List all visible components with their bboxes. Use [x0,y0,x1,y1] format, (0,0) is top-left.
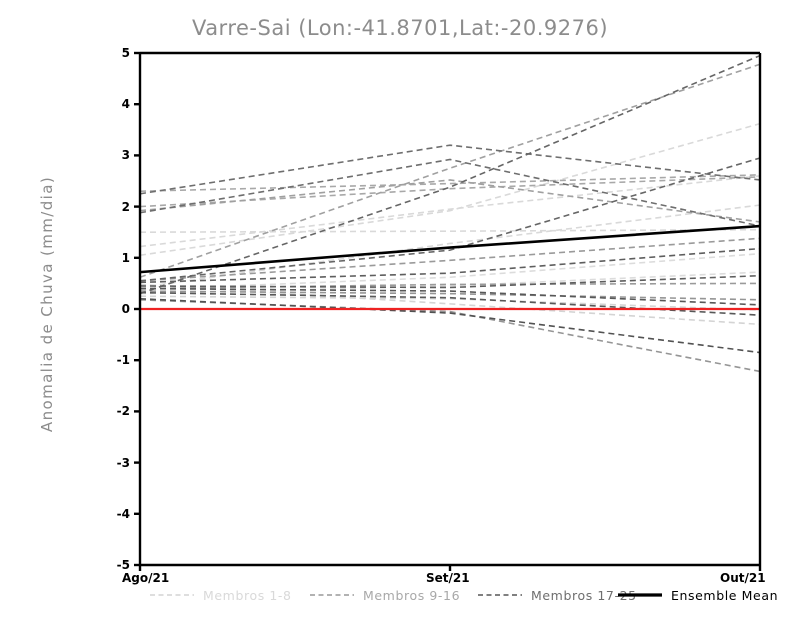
y-axis-tick-label: 1 [121,250,130,265]
series-line [139,297,761,354]
series-line [139,158,761,227]
series-line [139,298,761,373]
series-line [139,174,761,193]
series-line [139,179,761,223]
legend-line-icon [310,590,354,600]
y-axis-tick-label: -4 [116,506,130,521]
legend-line-icon [150,590,194,600]
y-axis-tick-label: 3 [121,148,130,163]
y-axis-tick-label: -2 [116,404,130,419]
x-axis-tick-label: Ago/21 [122,571,170,585]
legend-label: Membros 1-8 [203,587,292,603]
series-line [139,274,761,289]
series-line [139,144,761,195]
series-line [139,228,761,233]
legend-line-icon [478,590,522,600]
series-line [139,157,761,282]
y-axis-tick-label: 2 [121,199,130,214]
chart-legend: Membros 1-8 Membros 9-16 Membros 17-25 Ense… [0,584,800,606]
legend-item[interactable]: Membros 9-16 [310,584,460,606]
series-line [139,224,761,274]
series-line [139,54,761,295]
y-axis-tick-label: -5 [116,558,130,572]
series-line [139,283,761,326]
series-line [139,122,761,257]
series-line [139,252,761,291]
series-line [139,290,761,301]
x-axis-tick-label: Out/21 [720,571,766,585]
series-line [139,287,761,306]
legend-item[interactable]: Membros 17-25 [478,584,637,606]
legend-line-icon [618,590,662,600]
series-line [139,204,761,289]
series-line [139,175,761,248]
series-line [139,63,761,279]
series-line [139,291,761,316]
x-axis-tick-label: Set/21 [426,571,470,585]
legend-item[interactable]: Membros 1-8 [150,584,292,606]
y-axis-tick-label: 0 [121,302,130,316]
series-line [139,295,761,311]
series-line [139,237,761,282]
legend-label: Membros 9-16 [363,587,461,603]
series-line [139,247,761,284]
legend-label: Ensemble Mean [671,587,779,603]
y-axis-tick-label: -1 [116,353,130,368]
legend-item[interactable]: Ensemble Mean [618,584,778,606]
y-axis-tick-label: -3 [116,455,130,470]
legend-label: Membros 17-25 [531,587,637,603]
chart-title: Varre-Sai (Lon:-41.8701,Lat:-20.9276) [191,16,609,40]
y-axis-tick-label: 5 [121,46,130,60]
y-axis-tick-label: 4 [121,97,130,112]
